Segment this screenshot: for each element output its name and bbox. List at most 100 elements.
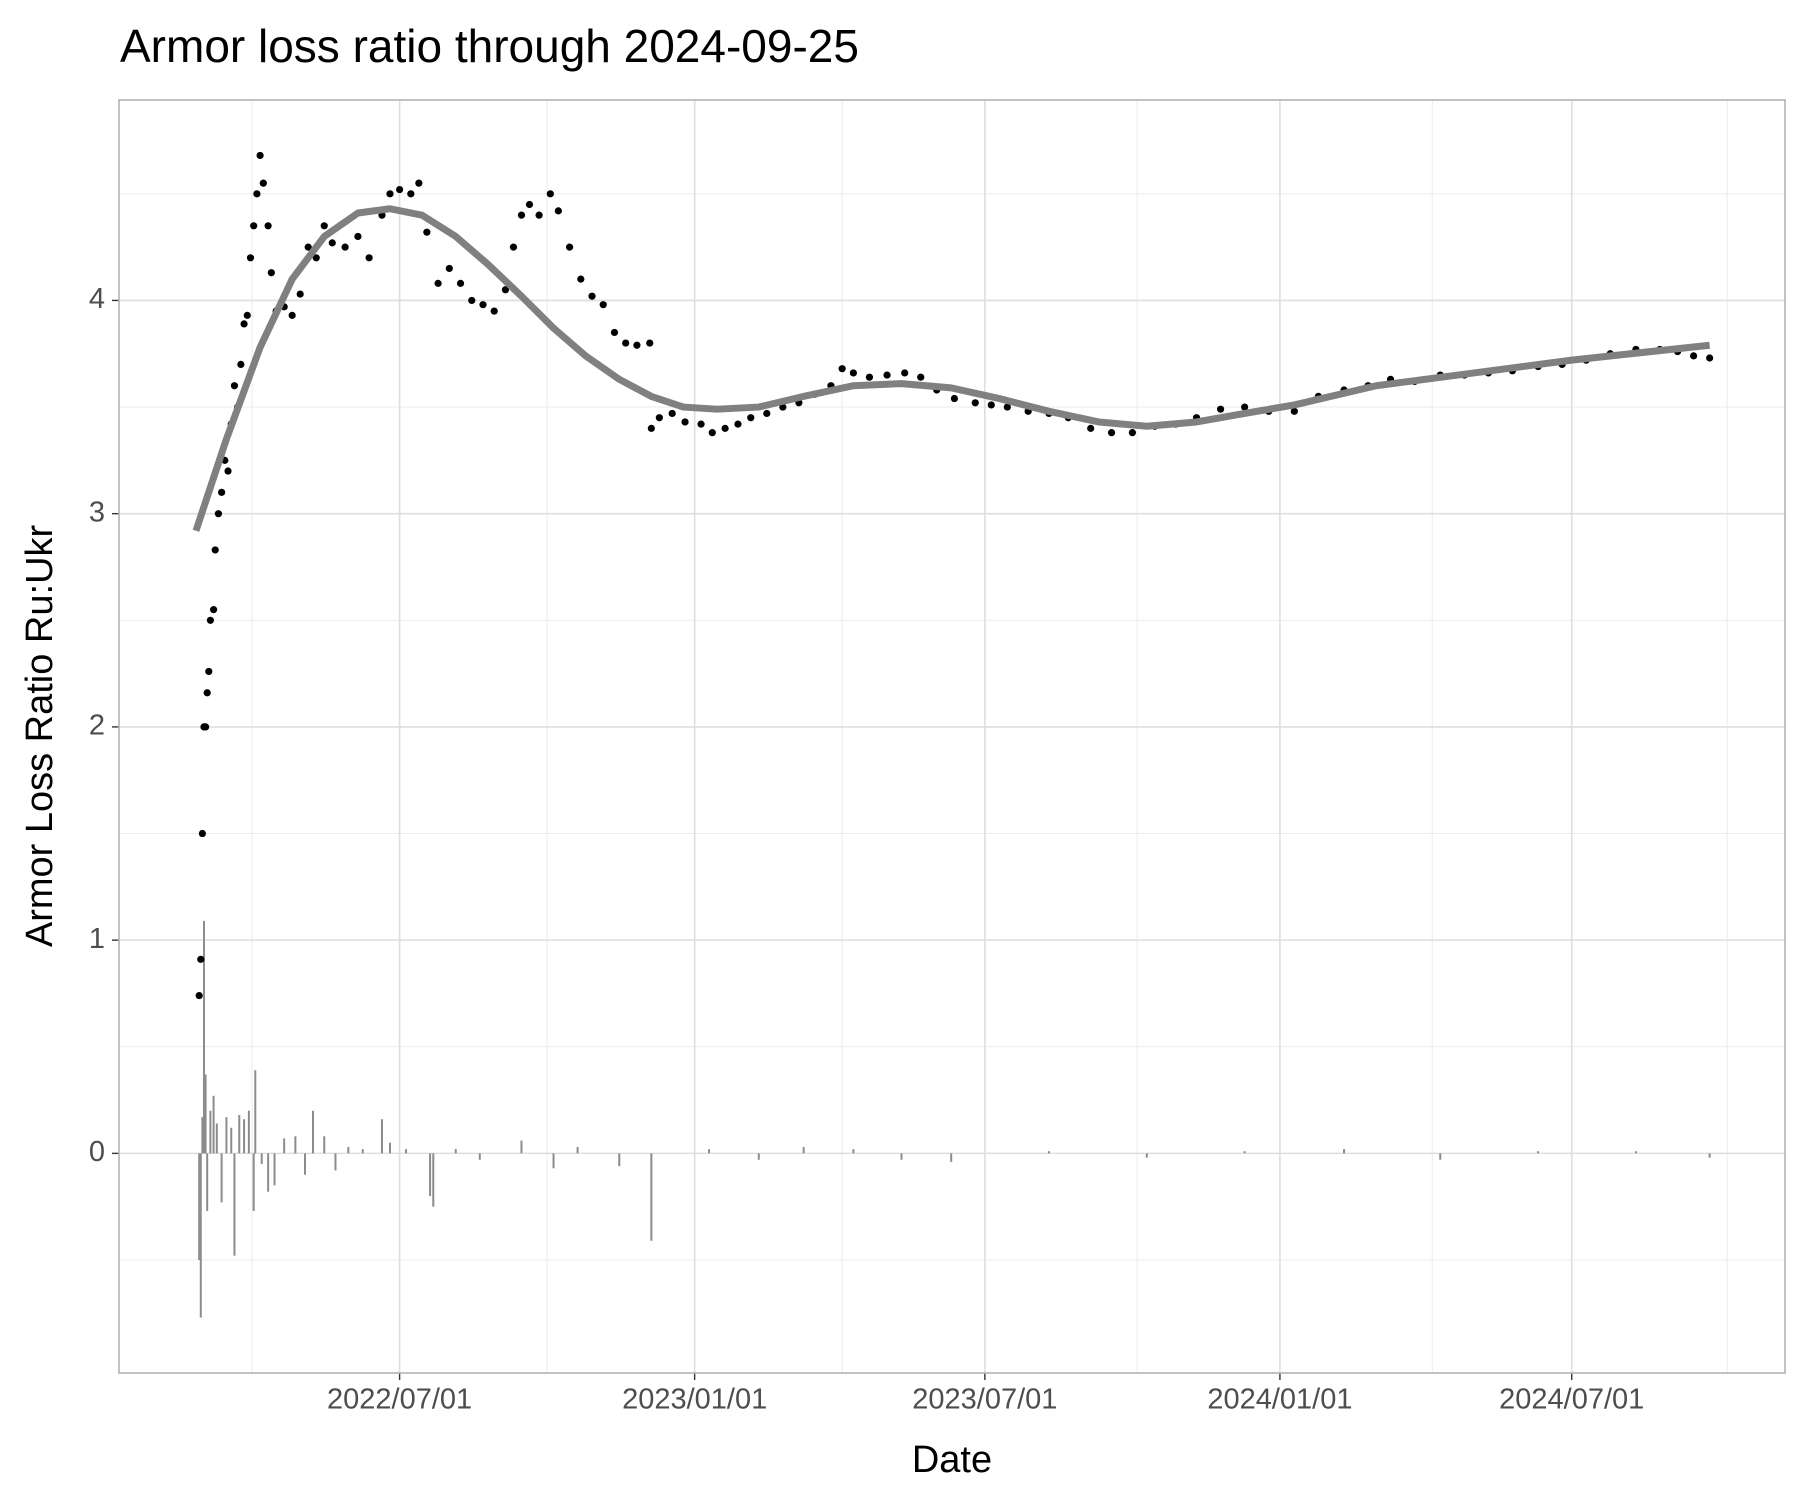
point [243, 311, 251, 319]
point [312, 254, 320, 262]
bar [388, 1142, 391, 1154]
point [210, 606, 218, 614]
point [468, 296, 476, 305]
bar [405, 1149, 408, 1154]
point [203, 689, 211, 697]
bar [454, 1149, 457, 1154]
y-tick-label: 4 [89, 283, 105, 315]
bar [380, 1119, 383, 1154]
x-tick-label: 2024/01/01 [1207, 1384, 1352, 1416]
point [423, 228, 431, 236]
bar [576, 1146, 579, 1154]
point [1216, 405, 1225, 413]
point [849, 369, 857, 377]
bar [273, 1153, 276, 1186]
bar [650, 1153, 653, 1241]
point [509, 243, 518, 251]
point [734, 420, 742, 428]
point [195, 991, 203, 1000]
point [246, 254, 255, 262]
bar [201, 1117, 204, 1154]
point [256, 151, 264, 160]
bar [312, 1110, 315, 1154]
bar [267, 1153, 270, 1192]
bar [1634, 1151, 1637, 1154]
point [267, 269, 275, 277]
bar [215, 1123, 218, 1154]
bar [323, 1136, 326, 1154]
point [646, 339, 654, 347]
point [577, 275, 585, 283]
bar [260, 1153, 263, 1165]
bar [1243, 1151, 1246, 1154]
point [206, 616, 214, 624]
x-tick-label: 2022/07/01 [327, 1384, 472, 1416]
bar [209, 1110, 212, 1154]
bar [1145, 1153, 1148, 1158]
bar [347, 1146, 350, 1154]
point [197, 955, 205, 963]
bar [238, 1114, 241, 1154]
point [535, 211, 543, 219]
bar [220, 1153, 223, 1203]
bar [230, 1127, 233, 1154]
point [655, 414, 663, 422]
point [240, 320, 248, 328]
bar [900, 1153, 903, 1160]
point [1241, 403, 1249, 411]
bar [304, 1153, 307, 1175]
y-tick-label: 0 [89, 1136, 105, 1168]
point [901, 369, 909, 377]
bar [206, 1153, 209, 1211]
point [434, 279, 442, 287]
point [1128, 429, 1136, 437]
bar [247, 1110, 250, 1154]
point [1290, 407, 1298, 415]
point [456, 279, 465, 287]
panel-border [118, 99, 1786, 1374]
point [747, 414, 755, 422]
bar [225, 1117, 228, 1154]
point [721, 424, 729, 432]
bar [802, 1146, 805, 1154]
y-tick-label: 1 [89, 923, 105, 955]
point [201, 723, 210, 731]
bar [283, 1138, 286, 1154]
point [971, 399, 979, 407]
point [479, 301, 487, 309]
bar [757, 1153, 760, 1160]
point [987, 401, 995, 409]
bar [252, 1153, 255, 1211]
point [230, 382, 239, 390]
bar [1708, 1153, 1711, 1158]
x-axis-title: Date [912, 1439, 992, 1481]
bar [202, 920, 205, 1154]
point [565, 243, 574, 251]
point [205, 667, 213, 676]
point [950, 394, 959, 403]
bar [204, 1074, 207, 1154]
point [554, 207, 562, 215]
point [490, 307, 498, 315]
point [224, 467, 232, 475]
bar [618, 1153, 621, 1167]
point [253, 190, 261, 198]
x-tick-label: 2023/01/01 [622, 1384, 767, 1416]
bar [334, 1153, 337, 1171]
bar [950, 1153, 953, 1162]
point [599, 301, 607, 309]
point [917, 373, 925, 381]
smooth-line [192, 205, 1711, 532]
bar [432, 1153, 435, 1207]
point [668, 409, 676, 418]
point [386, 190, 394, 198]
point [365, 254, 373, 262]
bar [1048, 1151, 1051, 1154]
point [198, 829, 206, 838]
point [622, 339, 630, 347]
point [320, 222, 328, 230]
point [288, 311, 296, 319]
point [328, 239, 336, 247]
bar [294, 1136, 297, 1154]
point [763, 409, 771, 418]
